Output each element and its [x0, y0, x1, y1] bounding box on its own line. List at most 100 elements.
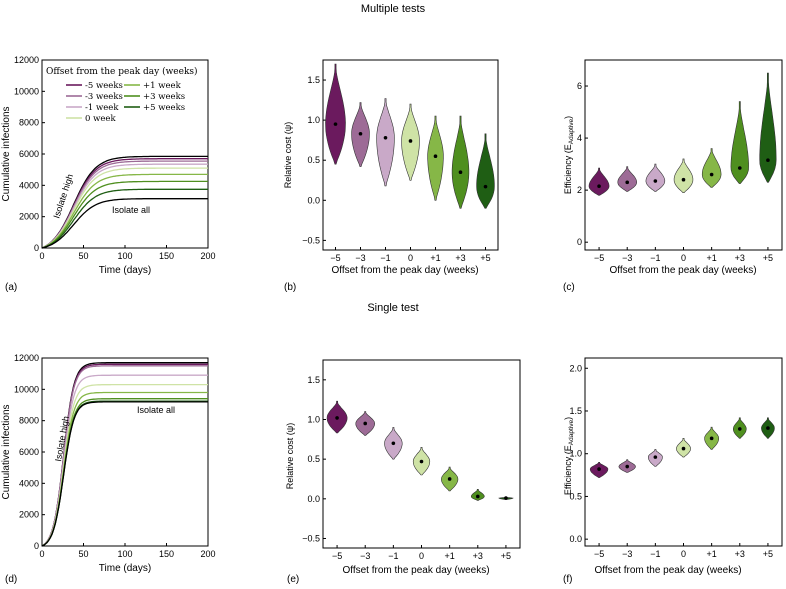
violin-0: [325, 63, 346, 165]
x-tick-label: −5: [332, 551, 342, 561]
x-tick-label: −5: [594, 253, 604, 263]
panel-f-ylabel-close: ): [563, 417, 573, 420]
violin-6: [759, 72, 777, 183]
x-tick-label: 0: [419, 551, 424, 561]
x-tick-label: −1: [380, 253, 390, 263]
panel-a-ylabel: Cumulative infections: [1, 106, 12, 201]
y-tick-label: 1.5: [307, 375, 320, 385]
x-tick-label: 0: [39, 251, 44, 261]
panel-c-label: (c): [563, 282, 575, 293]
violin-mean-dot: [475, 494, 480, 499]
plot-frame: [584, 59, 783, 251]
violin-mean-dot: [335, 416, 339, 420]
y-tick-label: 1.0: [307, 414, 320, 424]
x-tick-label: −3: [622, 253, 632, 263]
x-tick-label: −3: [360, 551, 370, 561]
panel-e-label: (e): [287, 574, 299, 584]
y-tick-label: 10000: [14, 384, 39, 394]
y-tick-label: 0: [34, 243, 39, 253]
panel-b-ylabel: Relative cost (ψ): [283, 122, 293, 188]
legend-label: -3 weeks: [85, 92, 123, 102]
violin-5: [730, 101, 749, 184]
legend-label: -1 week: [85, 103, 119, 113]
y-tick-label: 2000: [19, 212, 39, 222]
x-tick-label: +5: [501, 551, 511, 561]
panel-f-label: (f): [563, 574, 572, 584]
violin-mean-dot: [737, 427, 742, 431]
panel-b-label: (b): [284, 282, 296, 293]
panel-c-ylabel-main: Efficiency (E: [563, 144, 573, 194]
y-tick-label: 2000: [19, 510, 39, 520]
violin-4: [427, 115, 444, 201]
panel-d: 0 50 100 150 200020004000600080001000012000 …: [1, 353, 216, 585]
panel-d-annotation-isolate-all: Isolate all: [137, 405, 175, 415]
legend-label: -5 weeks: [85, 81, 123, 91]
y-tick-label: −0.5: [302, 533, 320, 543]
legend-title: Offset from the peak day (weeks): [46, 66, 198, 77]
y-tick-label: 1.0: [307, 115, 320, 125]
x-tick-label: −3: [622, 549, 632, 559]
x-tick-label: 150: [159, 251, 174, 261]
x-tick-label: +1: [707, 549, 717, 559]
series-line-isolate-high: [41, 155, 208, 249]
violin-mean-dot: [333, 122, 338, 126]
y-tick-label: 0.0: [569, 534, 582, 544]
y-tick-label: 0.0: [307, 195, 320, 205]
panel-f-ylabel: Efficiency (EAdaptive): [563, 417, 575, 495]
panel-f-xlabel: Offset from the peak day (weeks): [594, 565, 741, 576]
y-tick-label: 12000: [14, 353, 39, 363]
violin-mean-dot: [625, 464, 630, 469]
x-tick-label: +5: [763, 549, 773, 559]
panel-a-label: (a): [5, 282, 17, 293]
series-line-isolate-all: [41, 401, 208, 547]
violin-mean-dot: [458, 170, 463, 175]
x-tick-label: 50: [78, 549, 88, 559]
violin-mean-dot: [681, 446, 686, 451]
series-line-isolate-all: [41, 198, 208, 249]
y-tick-label: 2: [577, 185, 582, 195]
x-tick-label: +1: [707, 253, 717, 263]
violin-mean-dot: [653, 455, 658, 459]
legend-label: +1 week: [143, 81, 182, 91]
series-line--5-weeks: [41, 188, 208, 249]
violin-mean-dot: [681, 177, 686, 182]
series-line--1-week: [41, 391, 208, 547]
y-tick-label: 8000: [19, 416, 39, 426]
y-tick-label: 0.5: [569, 491, 582, 501]
panel-f-ylabel-sub: Adaptive: [568, 420, 575, 446]
y-tick-label: 1.5: [569, 406, 582, 416]
x-tick-label: −5: [330, 253, 340, 263]
violin-mean-dot: [383, 135, 388, 140]
panel-f-plot: 0.0 0.5 1.0 1.5 2.0 −5 −3 −1 0 +1 +3 +5: [569, 357, 783, 559]
x-tick-label: 200: [200, 549, 215, 559]
y-tick-label: 1.5: [307, 75, 320, 85]
panel-c-ylabel: Efficiency (EAdaptive): [563, 116, 575, 194]
x-tick-label: 100: [117, 549, 132, 559]
x-tick-label: 100: [117, 251, 132, 261]
violin-mean-dot: [597, 467, 601, 471]
panel-f-ylabel-main: Efficiency (E: [563, 445, 573, 495]
violin-mean-dot: [391, 441, 396, 446]
x-tick-label: 0: [39, 549, 44, 559]
y-tick-label: 0.5: [307, 155, 320, 165]
x-tick-label: 0: [681, 549, 686, 559]
violin-mean-dot: [408, 139, 413, 143]
violin-mean-dot: [709, 172, 714, 177]
x-tick-label: 200: [200, 251, 215, 261]
x-tick-label: −3: [355, 253, 365, 263]
y-tick-label: 4: [577, 133, 582, 143]
x-tick-label: +1: [430, 253, 440, 263]
legend-label: +5 weeks: [143, 103, 185, 113]
series-line--1-week: [41, 163, 208, 249]
x-tick-label: 0: [681, 253, 686, 263]
violin-mean-dot: [766, 426, 770, 430]
y-tick-label: 6000: [19, 447, 39, 457]
violin-5: [451, 115, 470, 209]
violin-mean-dot: [483, 184, 488, 189]
violin-mean-dot: [597, 184, 601, 189]
panel-b-xlabel: Offset from the peak day (weeks): [331, 265, 478, 276]
violin-mean-dot: [363, 421, 368, 426]
y-tick-label: 4000: [19, 478, 39, 488]
